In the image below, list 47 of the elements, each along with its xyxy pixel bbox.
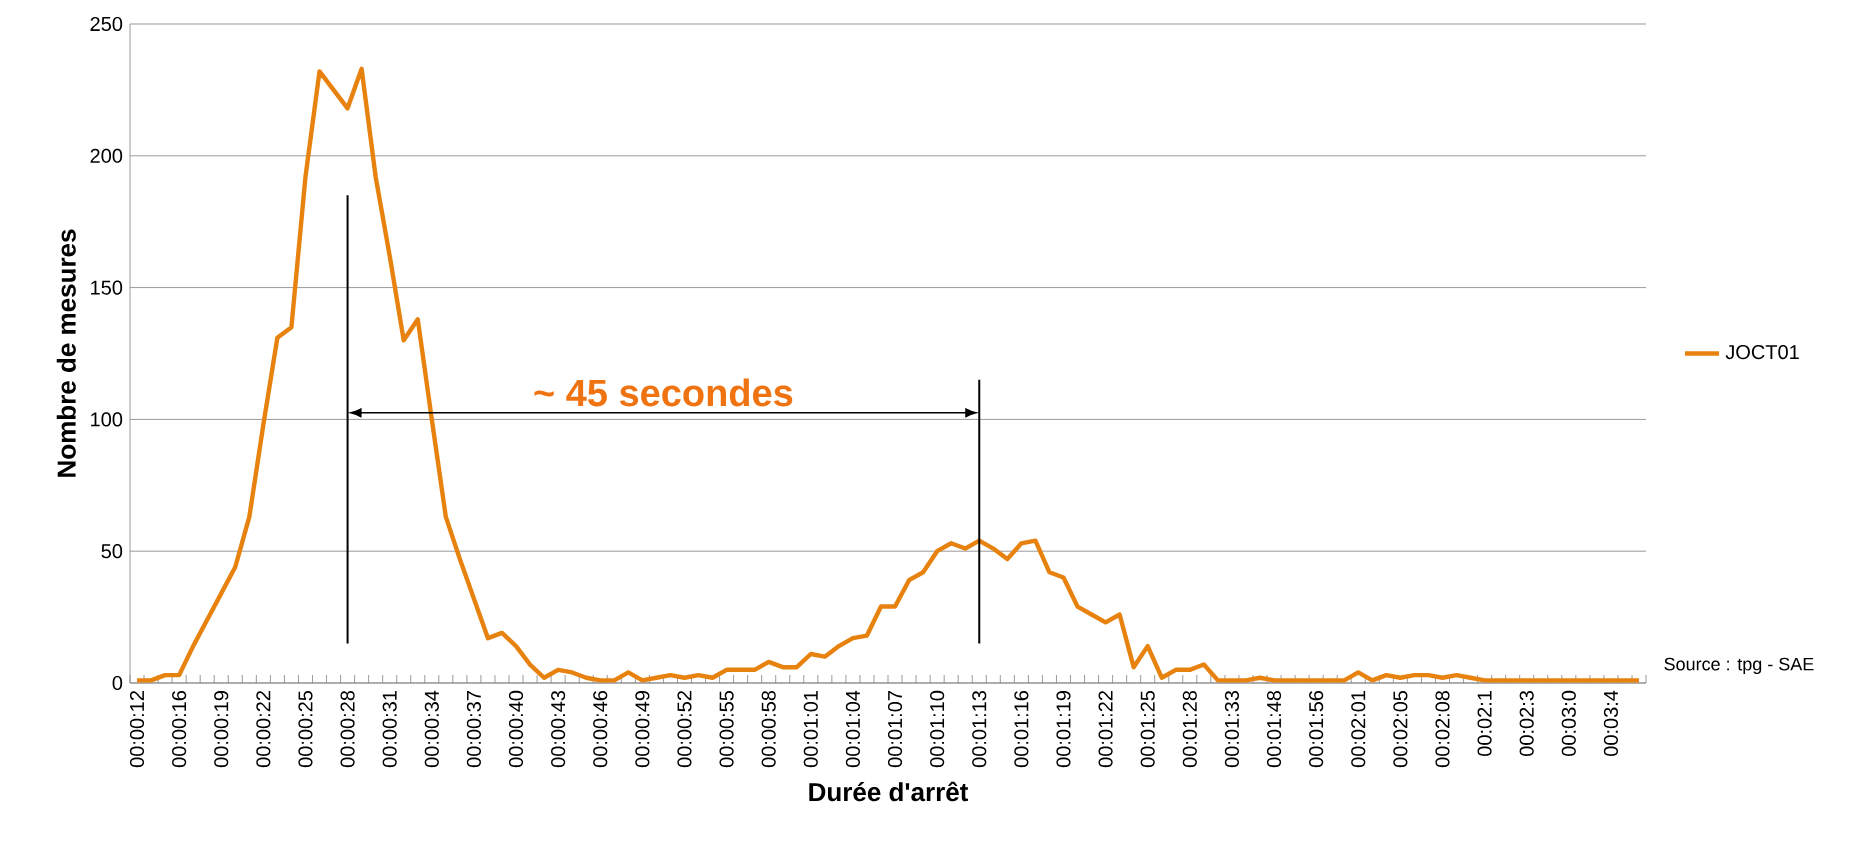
x-tick-label: 00:01:19 xyxy=(1056,691,1071,768)
x-tick-label: 00:01:33 xyxy=(1224,690,1239,768)
x-tick-label: 00:00:49 xyxy=(635,691,650,768)
x-tick-label: 00:00:28 xyxy=(340,690,355,768)
x-tick-label: 00:01:56 xyxy=(1309,690,1324,768)
x-axis-title: Durée d'arrêt xyxy=(809,781,969,802)
x-tick-label: 00:03:0 xyxy=(1561,690,1576,757)
x-tick-label: 00:00:16 xyxy=(172,690,187,768)
x-tick-label: 00:00:43 xyxy=(551,690,566,768)
annotation: ~ 45 secondes xyxy=(534,378,793,407)
x-tick-label: 00:01:25 xyxy=(1140,690,1155,768)
y-tick-label: 0 xyxy=(112,675,123,691)
y-tick-label: 200 xyxy=(90,148,123,163)
source-note: Source : tpg - SAE xyxy=(1664,657,1814,675)
legend-label: JOCT01 xyxy=(1725,345,1799,360)
y-tick-label: 150 xyxy=(91,280,123,295)
x-tick-label: 00:00:40 xyxy=(508,690,524,768)
x-tick-label: 00:02:05 xyxy=(1393,690,1408,768)
x-tick-label: 00:01:04 xyxy=(845,690,860,768)
x-tick-label: 00:00:12 xyxy=(129,691,145,768)
y-tick-label: 250 xyxy=(90,16,123,32)
x-tick-label: 00:00:52 xyxy=(677,691,692,768)
x-tick-label: 00:00:25 xyxy=(298,690,313,768)
x-tick-label: 00:02:3 xyxy=(1519,690,1534,757)
x-tick-label: 00:01:22 xyxy=(1098,691,1113,768)
x-tick-label: 00:01:10 xyxy=(930,690,945,768)
x-tick-label: 00:00:31 xyxy=(382,691,397,768)
x-tick-label: 00:01:48 xyxy=(1266,690,1282,768)
x-tick-label: 00:02:08 xyxy=(1435,690,1450,768)
x-tick-label: 00:01:16 xyxy=(1014,690,1029,768)
x-tick-label: 00:02:01 xyxy=(1351,691,1366,768)
x-tick-label: 00:01:28 xyxy=(1182,690,1197,768)
x-tick-label: 00:00:46 xyxy=(593,690,608,768)
x-tick-label: 00:00:58 xyxy=(761,690,776,768)
x-tick-label: 00:01:01 xyxy=(803,691,818,768)
y-tick-label: 50 xyxy=(101,544,123,559)
x-tick-label: 00:00:37 xyxy=(466,691,481,768)
x-tick-label: 00:00:55 xyxy=(719,690,734,768)
x-tick-label: 00:00:34 xyxy=(424,690,439,768)
x-tick-label: 00:03:4 xyxy=(1603,690,1619,757)
x-tick-label: 00:01:07 xyxy=(887,691,903,768)
x-tick-label: 00:01:13 xyxy=(972,690,987,768)
y-axis-title: Nombre de mesures xyxy=(56,229,76,477)
x-tick-label: 00:00:19 xyxy=(214,691,229,768)
x-tick-label: 00:02:1 xyxy=(1477,691,1492,757)
y-tick-label: 100 xyxy=(91,412,123,427)
x-tick-label: 00:00:22 xyxy=(256,691,271,768)
